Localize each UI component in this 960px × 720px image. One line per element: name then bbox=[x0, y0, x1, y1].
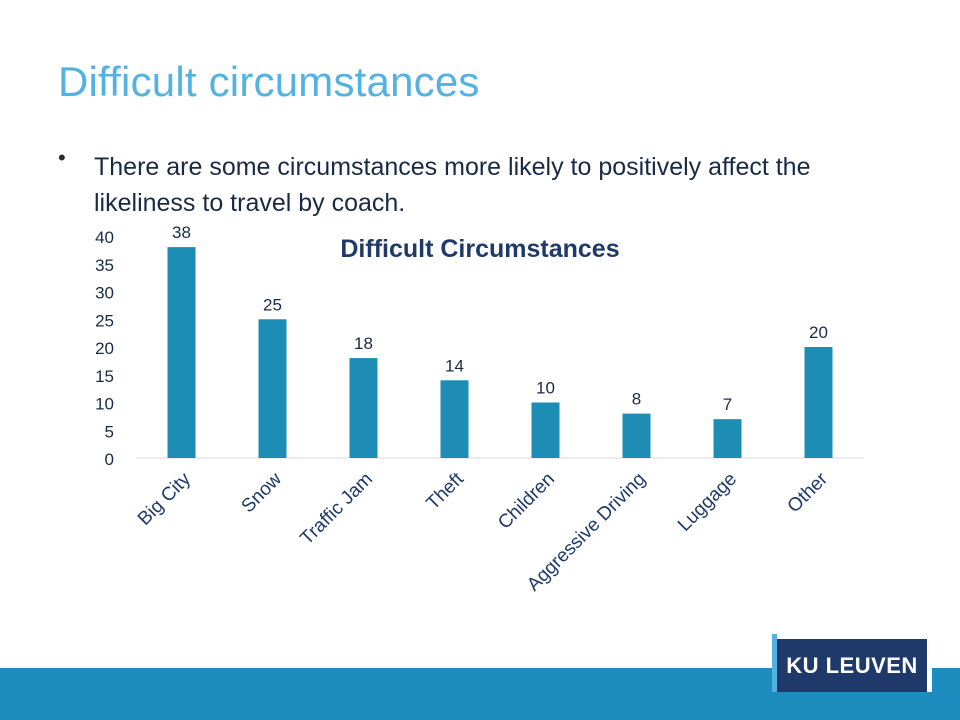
x-tick-label: Snow bbox=[238, 468, 287, 517]
bar bbox=[440, 380, 469, 458]
y-tick-label: 35 bbox=[95, 256, 114, 275]
y-tick-label: 5 bbox=[105, 422, 114, 441]
y-tick-label: 10 bbox=[95, 395, 114, 414]
logo-text: KU LEUVEN bbox=[777, 639, 927, 692]
data-label: 20 bbox=[809, 323, 828, 342]
data-label: 10 bbox=[536, 379, 555, 398]
data-label: 18 bbox=[354, 334, 373, 353]
bullet-dot-icon: • bbox=[58, 145, 66, 170]
chart-title: Difficult Circumstances bbox=[340, 235, 619, 263]
y-tick-label: 20 bbox=[95, 339, 114, 358]
bar bbox=[622, 413, 651, 458]
bar bbox=[167, 247, 196, 458]
bar bbox=[531, 402, 560, 458]
ku-leuven-logo: KU LEUVEN bbox=[772, 634, 932, 692]
data-label: 38 bbox=[172, 223, 191, 242]
x-tick-label: Theft bbox=[423, 468, 469, 514]
data-label: 7 bbox=[723, 395, 732, 414]
y-tick-label: 0 bbox=[105, 450, 114, 469]
data-label: 14 bbox=[445, 356, 464, 375]
logo-accent bbox=[772, 634, 777, 692]
bar bbox=[713, 419, 742, 458]
y-tick-label: 15 bbox=[95, 367, 114, 386]
data-label: 25 bbox=[263, 295, 282, 314]
y-tick-label: 30 bbox=[95, 284, 114, 303]
x-tick-label: Luggage bbox=[674, 469, 741, 536]
x-tick-label: Traffic Jam bbox=[296, 469, 377, 550]
slide-title: Difficult circumstances bbox=[58, 58, 480, 105]
bullet-text: There are some circumstances more likely… bbox=[94, 153, 811, 217]
x-tick-label: Children bbox=[494, 469, 559, 534]
x-tick-label: Other bbox=[784, 468, 833, 517]
data-label: 8 bbox=[632, 390, 641, 409]
x-tick-label: Big City bbox=[134, 468, 195, 529]
bar bbox=[804, 347, 833, 458]
y-tick-label: 40 bbox=[95, 228, 114, 247]
bar bbox=[349, 358, 378, 458]
y-tick-label: 25 bbox=[95, 311, 114, 330]
bar-chart: Difficult Circumstances 0 5 10 15 20 25 30 35 40 3… bbox=[95, 223, 864, 596]
bar bbox=[258, 319, 287, 458]
